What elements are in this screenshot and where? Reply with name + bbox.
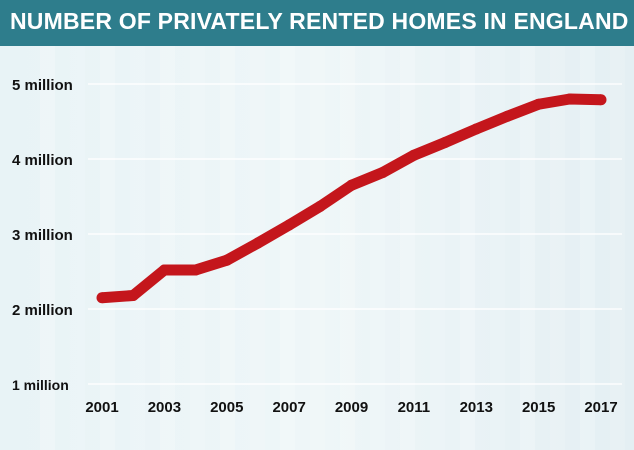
x-tick-label: 2013 xyxy=(460,399,493,416)
x-tick-label: 2009 xyxy=(335,399,368,416)
y-tick-label: 3 million xyxy=(12,227,73,244)
background-band xyxy=(610,46,625,450)
x-tick-label: 2017 xyxy=(584,399,617,416)
data-point xyxy=(470,123,482,135)
data-point xyxy=(252,237,264,249)
data-point xyxy=(408,149,420,161)
data-point xyxy=(190,264,202,276)
data-point xyxy=(96,292,108,304)
background-band xyxy=(310,46,325,450)
x-tick-label: 2005 xyxy=(210,399,243,416)
background-band xyxy=(40,46,55,450)
data-point xyxy=(314,200,326,212)
background-band xyxy=(550,46,565,450)
background-band xyxy=(370,46,385,450)
line-chart: 1 million 2 million 3 million 4 million 5 mi… xyxy=(0,46,634,450)
y-tick-label: 4 million xyxy=(12,152,73,169)
y-tick-label: 1 million xyxy=(12,377,69,393)
data-point xyxy=(346,179,357,191)
data-point xyxy=(377,167,389,178)
background-band xyxy=(70,46,85,450)
title-bar: NUMBER OF PRIVATELY RENTED HOMES IN ENGL… xyxy=(0,0,634,46)
background-band xyxy=(580,46,595,450)
background-band xyxy=(130,46,145,450)
background-band xyxy=(160,46,175,450)
background-band xyxy=(340,46,355,450)
data-point xyxy=(221,254,233,266)
background-band xyxy=(400,46,415,450)
data-point xyxy=(533,98,545,110)
background-band xyxy=(490,46,505,450)
data-point xyxy=(564,93,576,105)
data-point xyxy=(439,137,451,148)
background-band xyxy=(520,46,535,450)
x-tick-label: 2015 xyxy=(522,399,555,416)
data-point xyxy=(501,110,513,122)
data-point xyxy=(283,219,295,231)
x-tick-label: 2011 xyxy=(398,399,431,416)
x-tick-label: 2003 xyxy=(148,399,181,416)
data-point xyxy=(595,94,607,106)
background-band xyxy=(460,46,475,450)
data-point xyxy=(158,264,170,276)
background-band xyxy=(190,46,205,450)
x-tick-label: 2007 xyxy=(272,399,305,416)
background-band xyxy=(280,46,295,450)
x-tick-label: 2001 xyxy=(85,399,118,416)
background-band xyxy=(430,46,445,450)
chart-title: NUMBER OF PRIVATELY RENTED HOMES IN ENGL… xyxy=(10,8,629,34)
data-point xyxy=(127,290,139,301)
background-band xyxy=(220,46,235,450)
y-tick-label: 2 million xyxy=(12,302,73,319)
background-band xyxy=(100,46,115,450)
y-tick-label: 5 million xyxy=(12,77,73,94)
